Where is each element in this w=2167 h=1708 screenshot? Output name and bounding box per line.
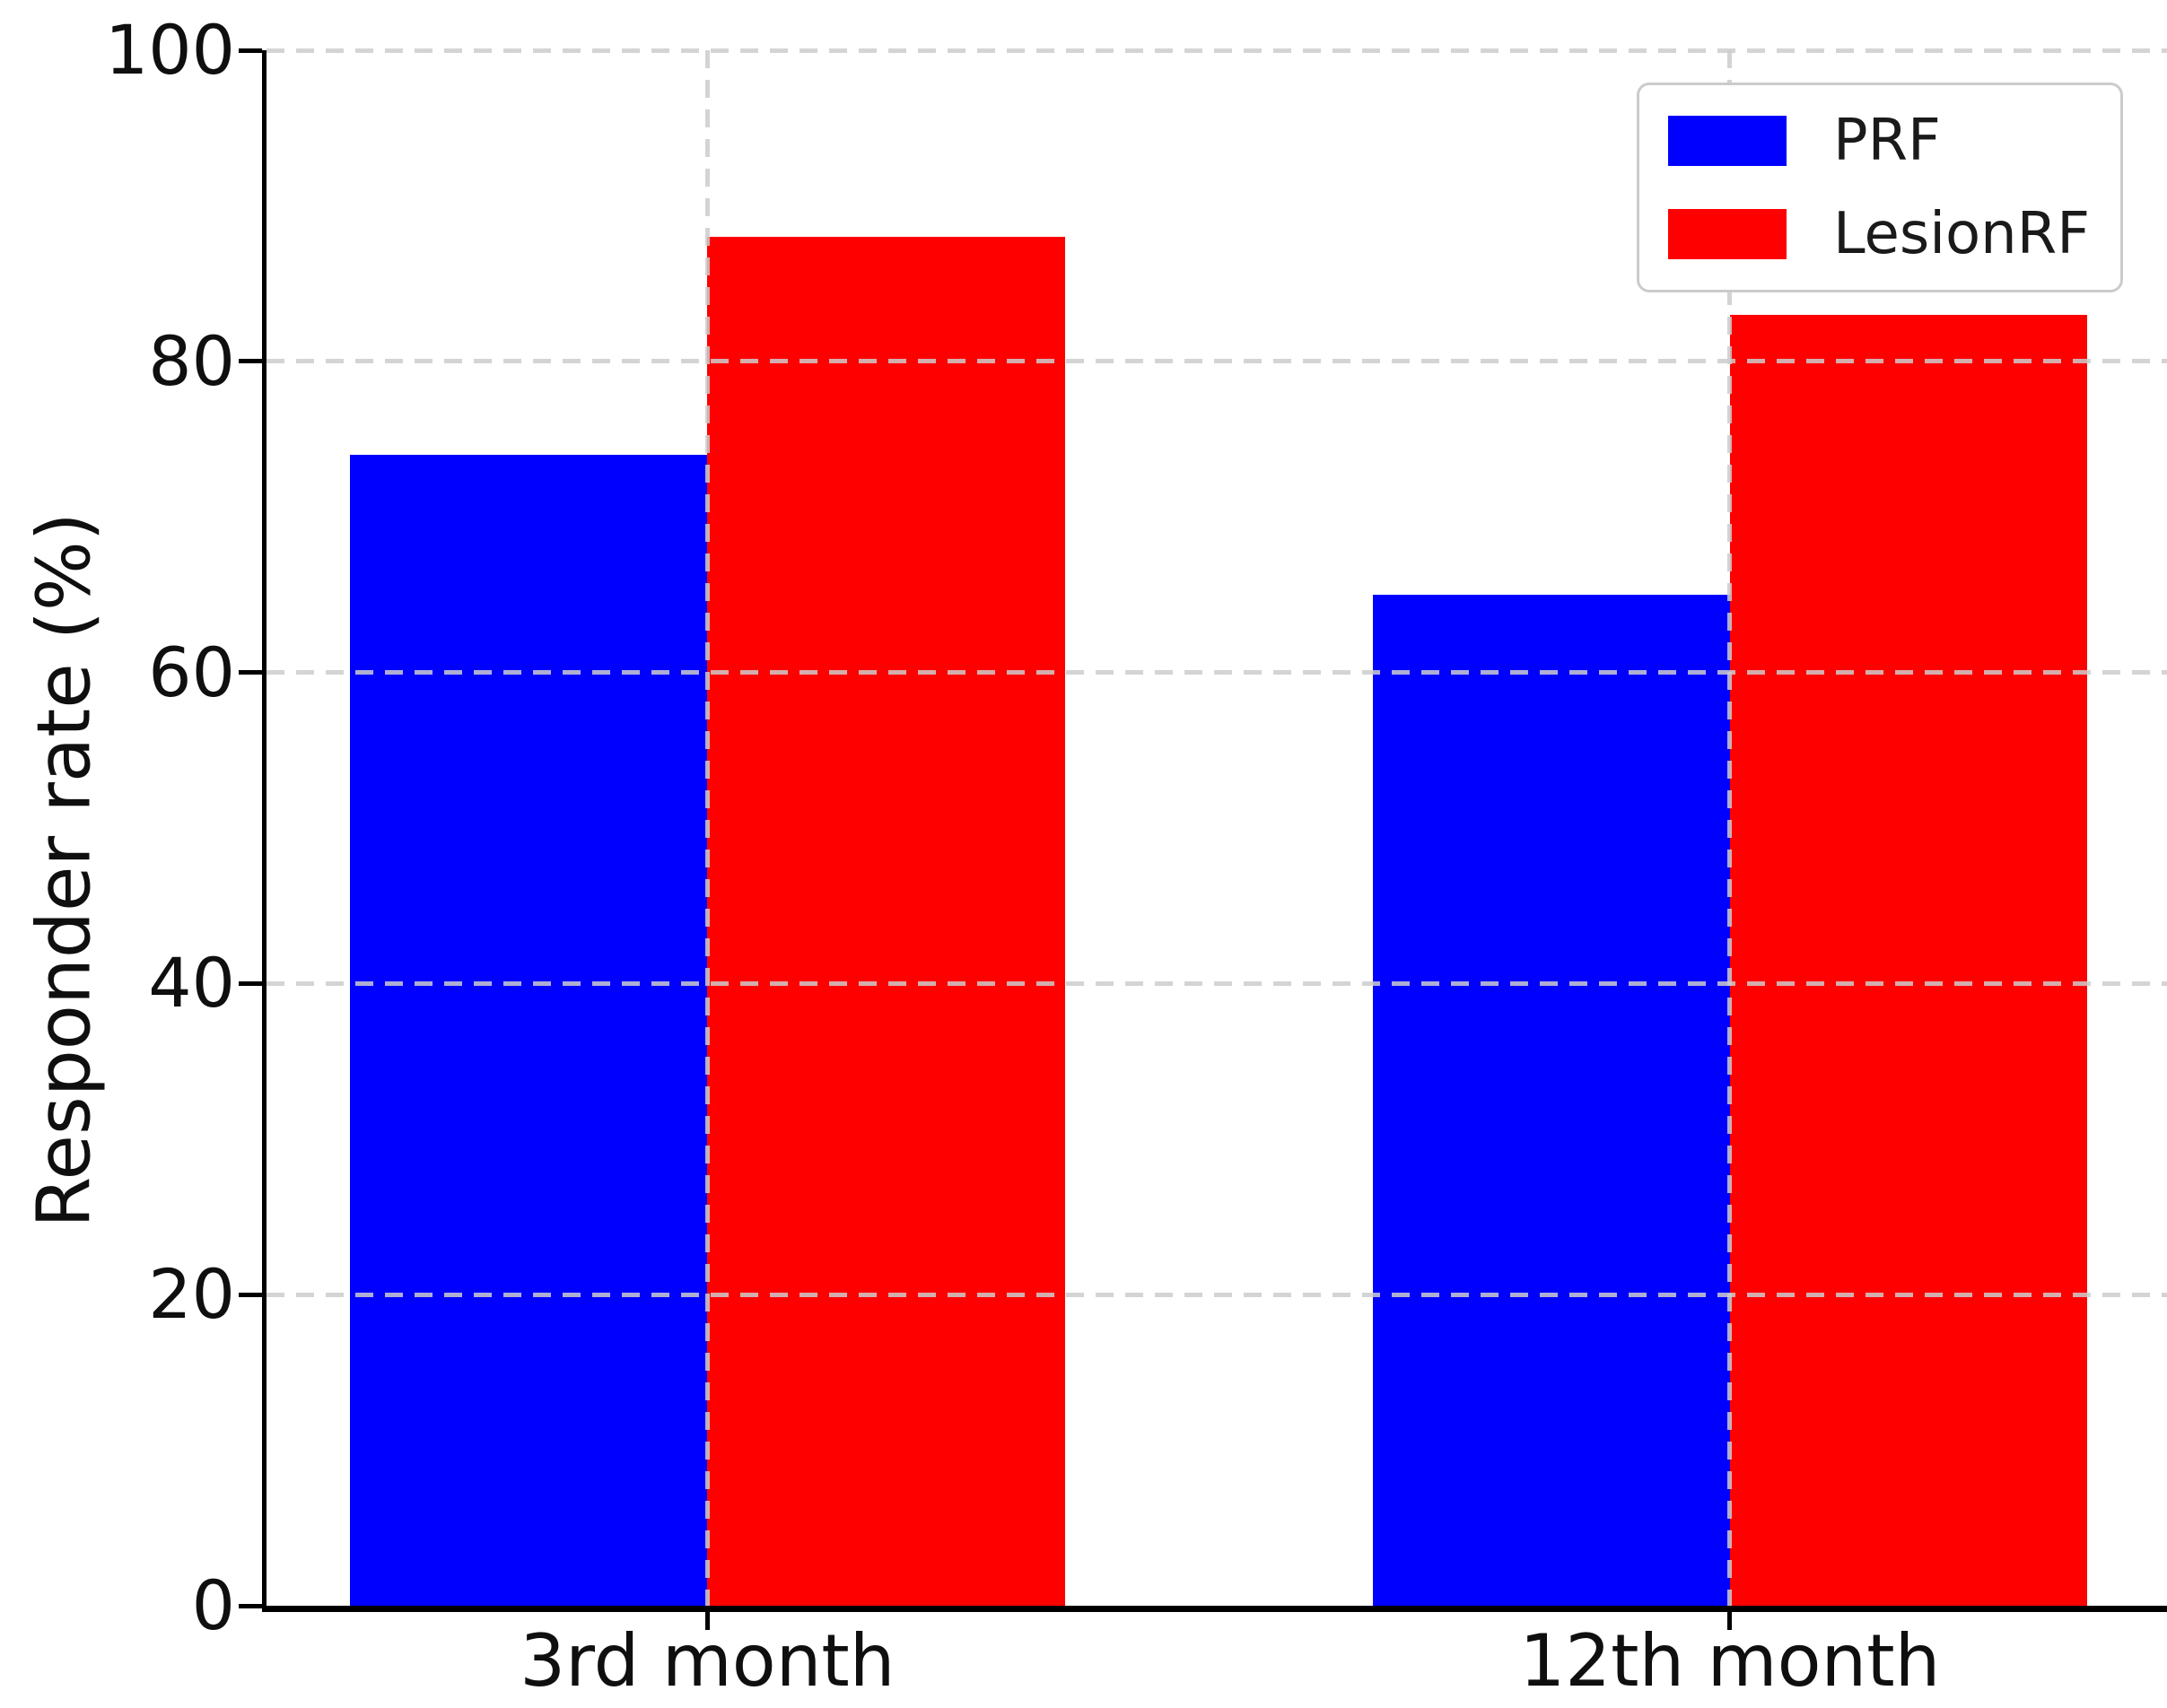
y-tick-mark-60 bbox=[239, 670, 262, 675]
legend: PRF LesionRF bbox=[1636, 83, 2123, 292]
plot-area bbox=[267, 48, 2167, 1606]
y-axis-spine bbox=[262, 50, 267, 1612]
y-tick-label-0: 0 bbox=[191, 1565, 235, 1645]
x-tick-mark-2 bbox=[1727, 1612, 1733, 1630]
y-axis-title: Responder rate (%) bbox=[22, 512, 108, 1228]
gridline-y-60 bbox=[267, 670, 2167, 675]
gridline-y-80 bbox=[267, 359, 2167, 364]
bar-lesionrf-1 bbox=[707, 237, 1065, 1606]
legend-entry-prf: PRF bbox=[1667, 108, 2090, 174]
y-tick-mark-20 bbox=[239, 1292, 262, 1297]
y-tick-label-40: 40 bbox=[148, 943, 235, 1024]
bars-layer bbox=[267, 50, 2167, 1606]
y-tick-label-20: 20 bbox=[148, 1254, 235, 1335]
legend-swatch-prf bbox=[1667, 116, 1787, 166]
x-tick-label-2: 12th month bbox=[1519, 1619, 1941, 1703]
bar-lesionrf-2 bbox=[1729, 314, 2088, 1606]
y-tick-label-80: 80 bbox=[148, 320, 235, 401]
x-tick-label-1: 3rd month bbox=[520, 1619, 896, 1703]
legend-label-prf: PRF bbox=[1832, 108, 1941, 174]
x-tick-mark-1 bbox=[704, 1612, 710, 1630]
legend-label-lesionrf: LesionRF bbox=[1832, 201, 2090, 267]
bar-prf-1 bbox=[350, 454, 708, 1606]
gridline-y-20 bbox=[267, 1292, 2167, 1297]
y-tick-label-100: 100 bbox=[104, 10, 235, 90]
gridline-y-100 bbox=[267, 48, 2167, 53]
grid-layer bbox=[267, 48, 2167, 1606]
y-tick-mark-100 bbox=[239, 48, 262, 53]
gridline-x-1 bbox=[704, 50, 710, 1606]
gridline-x-2 bbox=[1727, 50, 1733, 1606]
legend-entry-lesionrf: LesionRF bbox=[1667, 201, 2090, 267]
y-tick-mark-80 bbox=[239, 359, 262, 364]
y-tick-label-60: 60 bbox=[148, 632, 235, 712]
legend-swatch-lesionrf bbox=[1667, 209, 1787, 259]
gridline-y-40 bbox=[267, 980, 2167, 986]
y-tick-mark-40 bbox=[239, 980, 262, 986]
bar-prf-2 bbox=[1372, 594, 1730, 1606]
y-tick-mark-0 bbox=[239, 1603, 262, 1608]
x-axis-spine bbox=[262, 1606, 2167, 1612]
